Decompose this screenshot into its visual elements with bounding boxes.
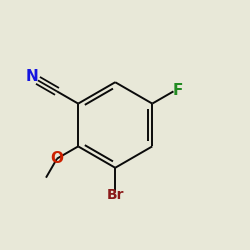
Text: O: O bbox=[50, 151, 64, 166]
Text: F: F bbox=[173, 83, 183, 98]
Text: N: N bbox=[26, 70, 38, 84]
Text: Br: Br bbox=[106, 188, 124, 202]
